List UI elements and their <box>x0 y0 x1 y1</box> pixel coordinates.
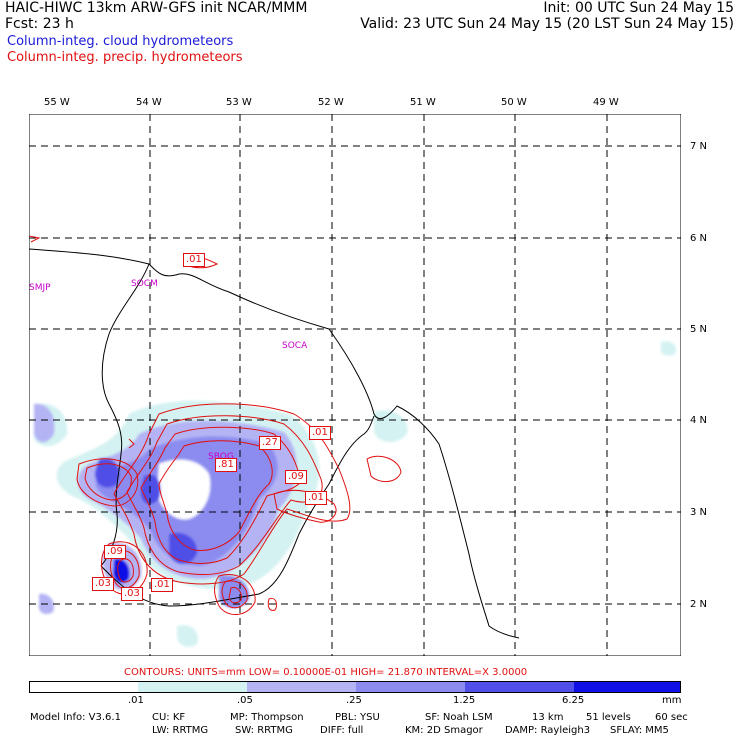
lon-tick-49w: 49 W <box>593 97 619 108</box>
colorbar-unit: mm <box>662 695 682 706</box>
lon-tick-54w: 54 W <box>136 97 162 108</box>
contour-label: .81 <box>215 458 237 472</box>
colorbar <box>29 681 681 693</box>
contour-label: .01 <box>309 426 331 440</box>
colorbar-segment <box>465 681 574 693</box>
model-version: Model Info: V3.6.1 <box>30 712 121 723</box>
colorbar-frame <box>29 681 681 693</box>
lat-tick-3n: 3 N <box>690 507 708 518</box>
lat-tick-2n: 2 N <box>690 599 708 610</box>
colorbar-label: 6.25 <box>562 695 585 706</box>
valid-time: Valid: 23 UTC Sun 24 May 15 (20 LST Sun … <box>360 16 734 32</box>
colorbar-label: .05 <box>237 695 253 706</box>
pbl-scheme: PBL: YSU <box>335 712 380 723</box>
station-socm: SOCM <box>131 279 158 289</box>
colorbar-label: .01 <box>128 695 144 706</box>
lat-lon-grid <box>29 114 681 656</box>
station-soca: SOCA <box>282 341 308 351</box>
station-sbog: SBOG <box>208 452 234 462</box>
lon-tick-53w: 53 W <box>226 97 252 108</box>
contour-label: .01 <box>305 491 327 505</box>
colorbar-segment <box>247 681 356 693</box>
header-title: HAIC-HIWC 13km ARW-GFS init NCAR/MMM <box>5 0 308 16</box>
field-precip-label: Column-integ. precip. hydrometeors <box>7 50 243 65</box>
contour-label: .03 <box>121 587 143 601</box>
lon-tick-51w: 51 W <box>410 97 436 108</box>
contour-label: .01 <box>151 578 173 592</box>
lat-tick-4n: 4 N <box>690 415 708 426</box>
lon-tick-55w: 55 W <box>44 97 70 108</box>
lon-tick-50w: 50 W <box>501 97 527 108</box>
coastline <box>29 248 520 639</box>
lon-tick-52w: 52 W <box>318 97 344 108</box>
damp-option: DAMP: Rayleigh3 <box>505 725 591 736</box>
sw-scheme: SW: RRTMG <box>235 725 293 736</box>
vertical-levels: 51 levels <box>586 712 631 723</box>
init-time: Init: 00 UTC Sun 24 May 15 <box>543 0 734 16</box>
colorbar-label: 1.25 <box>453 695 476 706</box>
contour-label: .03 <box>92 577 114 591</box>
contour-label: .01 <box>183 253 205 267</box>
colorbar-segment <box>574 681 681 693</box>
contour-label: .09 <box>285 470 307 484</box>
field-cloud-label: Column-integ. cloud hydrometeors <box>7 34 234 49</box>
grid-spacing: 13 km <box>532 712 564 723</box>
contour-label: .09 <box>104 545 126 559</box>
sf-scheme: SF: Noah LSM <box>425 712 493 723</box>
lat-tick-6n: 6 N <box>690 233 708 244</box>
sflay-option: SFLAY: MM5 <box>610 725 669 736</box>
mp-scheme: MP: Thompson <box>230 712 304 723</box>
contours-info: CONTOURS: UNITS=mm LOW= 0.10000E-01 HIGH… <box>124 667 528 678</box>
lat-tick-7n: 7 N <box>690 141 708 152</box>
colorbar-segment <box>138 681 247 693</box>
timestep: 60 sec <box>655 712 688 723</box>
lw-scheme: LW: RRTMG <box>152 725 209 736</box>
lat-tick-5n: 5 N <box>690 324 708 335</box>
colorbar-label: .25 <box>346 695 362 706</box>
forecast-hour: Fcst: 23 h <box>5 16 74 32</box>
colorbar-segment <box>29 681 138 693</box>
map-panel <box>29 114 681 656</box>
km-option: KM: 2D Smagor <box>405 725 483 736</box>
colorbar-segment <box>356 681 465 693</box>
cu-scheme: CU: KF <box>152 712 186 723</box>
station-smjp: SMJP <box>29 283 51 293</box>
diff-option: DIFF: full <box>320 725 364 736</box>
contour-label: .27 <box>259 436 281 450</box>
